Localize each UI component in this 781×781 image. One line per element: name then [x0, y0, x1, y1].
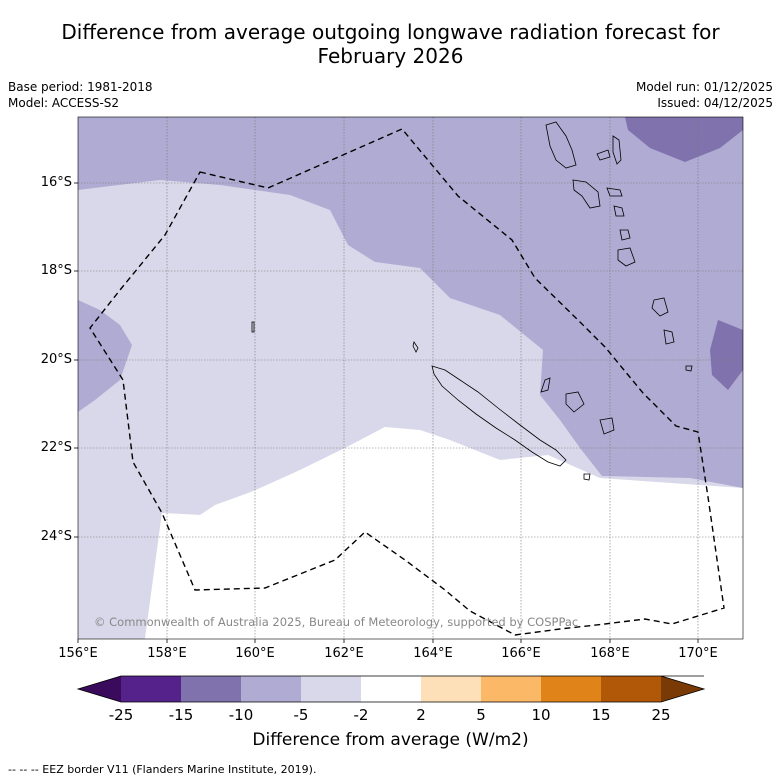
anomaly-band-minus10-minus5-west — [78, 300, 132, 412]
graticule — [78, 117, 743, 639]
vanuatu-erromango — [617, 247, 636, 267]
lon-tick-label: 160°E — [235, 646, 275, 661]
colorbar-label: 10 — [531, 706, 551, 724]
anomaly-band-minus10-minus5 — [78, 117, 743, 488]
hunter-island — [685, 365, 693, 372]
colorbar — [76, 675, 706, 703]
colorbar-segment-4 — [301, 676, 361, 702]
new-caledonia-island — [431, 365, 567, 467]
vanuatu-tanna — [651, 297, 669, 317]
meta-left: Base period: 1981-2018 Model: ACCESS-S2 — [8, 79, 153, 111]
vanuatu-epi — [613, 205, 625, 217]
loyalty-islands-lifou — [565, 391, 585, 413]
colorbar-segment-7 — [481, 676, 541, 702]
loyalty-islands-ouvea — [540, 377, 551, 393]
colorbar-label: -15 — [168, 706, 194, 724]
colorbar-label: 25 — [651, 706, 671, 724]
lat-tick-label: 24°S — [40, 529, 72, 544]
lon-tick-label: 158°E — [147, 646, 187, 661]
anomaly-band-minus15-minus10-east — [710, 320, 743, 390]
colorbar-segment-5 — [361, 676, 421, 702]
colorbar-arrow-low — [78, 676, 121, 702]
colorbar-segment-2 — [181, 676, 241, 702]
colorbar-label: 5 — [476, 706, 486, 724]
anomaly-band-neutral-south — [145, 427, 743, 639]
lat-tick-label: 16°S — [40, 175, 72, 190]
lat-tick-label: 22°S — [40, 440, 72, 455]
loyalty-islands-mare — [599, 417, 615, 435]
isle-of-pines — [583, 473, 591, 481]
title-line-1: Difference from average outgoing longwav… — [61, 20, 720, 44]
belep-islands — [412, 341, 419, 353]
issued-date: Issued: 04/12/2025 — [657, 96, 773, 110]
lon-tick-label: 166°E — [501, 646, 541, 661]
colorbar-segment-3 — [241, 676, 301, 702]
lat-tick-label: 20°S — [40, 352, 72, 367]
copyright-notice: © Commonwealth of Australia 2025, Bureau… — [94, 615, 578, 629]
vanuatu-malekula — [572, 179, 601, 209]
vanuatu-espiritu-santo — [545, 121, 577, 169]
title-line-2: February 2026 — [317, 44, 464, 68]
model-run: Model run: 01/12/2025 — [635, 80, 773, 94]
colorbar-label: -5 — [293, 706, 309, 724]
vanuatu-pentecost — [612, 135, 622, 165]
lon-tick-label: 170°E — [678, 646, 718, 661]
colorbar-label: -25 — [108, 706, 134, 724]
vanuatu-malo — [596, 149, 611, 161]
colorbar-label: 15 — [591, 706, 611, 724]
axis-ticks — [74, 182, 699, 643]
vanuatu-efate — [619, 229, 631, 241]
lat-tick-label: 18°S — [40, 263, 72, 278]
map-plot-area: © Commonwealth of Australia 2025, Bureau… — [78, 117, 743, 639]
model-name: Model: ACCESS-S2 — [8, 96, 120, 110]
lon-tick-label: 156°E — [58, 646, 98, 661]
colorbar-label: -2 — [353, 706, 369, 724]
eez-legend-note: -- -- -- EEZ border V11 (Flanders Marine… — [8, 763, 317, 776]
lon-tick-label: 164°E — [413, 646, 453, 661]
anomaly-band-minus15-minus10-north — [625, 117, 743, 162]
colorbar-title: Difference from average (W/m2) — [252, 730, 529, 750]
lon-tick-label: 168°E — [590, 646, 630, 661]
meta-right: Model run: 01/12/2025 Issued: 04/12/2025 — [636, 79, 773, 111]
colorbar-segment-8 — [541, 676, 601, 702]
map-title: Difference from average outgoing longwav… — [0, 20, 781, 68]
vanuatu-ambrym — [606, 187, 623, 197]
colorbar-label: -10 — [228, 706, 254, 724]
colorbar-label: 2 — [416, 706, 426, 724]
colorbar-segment-9 — [601, 676, 661, 702]
colorbar-segment-1 — [121, 676, 181, 702]
base-period: Base period: 1981-2018 — [8, 80, 153, 94]
colorbar-arrow-high — [661, 676, 704, 702]
colorbar-segment-6 — [421, 676, 481, 702]
chesterfield-islands — [251, 321, 255, 333]
vanuatu-aneityum — [663, 329, 675, 345]
lon-tick-label: 162°E — [324, 646, 364, 661]
map-frame — [77, 116, 744, 640]
